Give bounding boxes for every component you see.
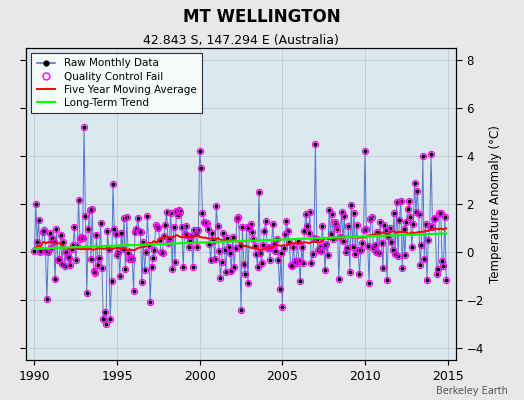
Text: MT WELLINGTON: MT WELLINGTON bbox=[183, 8, 341, 26]
Y-axis label: Temperature Anomaly (°C): Temperature Anomaly (°C) bbox=[489, 125, 502, 283]
Legend: Raw Monthly Data, Quality Control Fail, Five Year Moving Average, Long-Term Tren: Raw Monthly Data, Quality Control Fail, … bbox=[31, 53, 202, 113]
Title: 42.843 S, 147.294 E (Australia): 42.843 S, 147.294 E (Australia) bbox=[143, 34, 339, 47]
Text: Berkeley Earth: Berkeley Earth bbox=[436, 386, 508, 396]
